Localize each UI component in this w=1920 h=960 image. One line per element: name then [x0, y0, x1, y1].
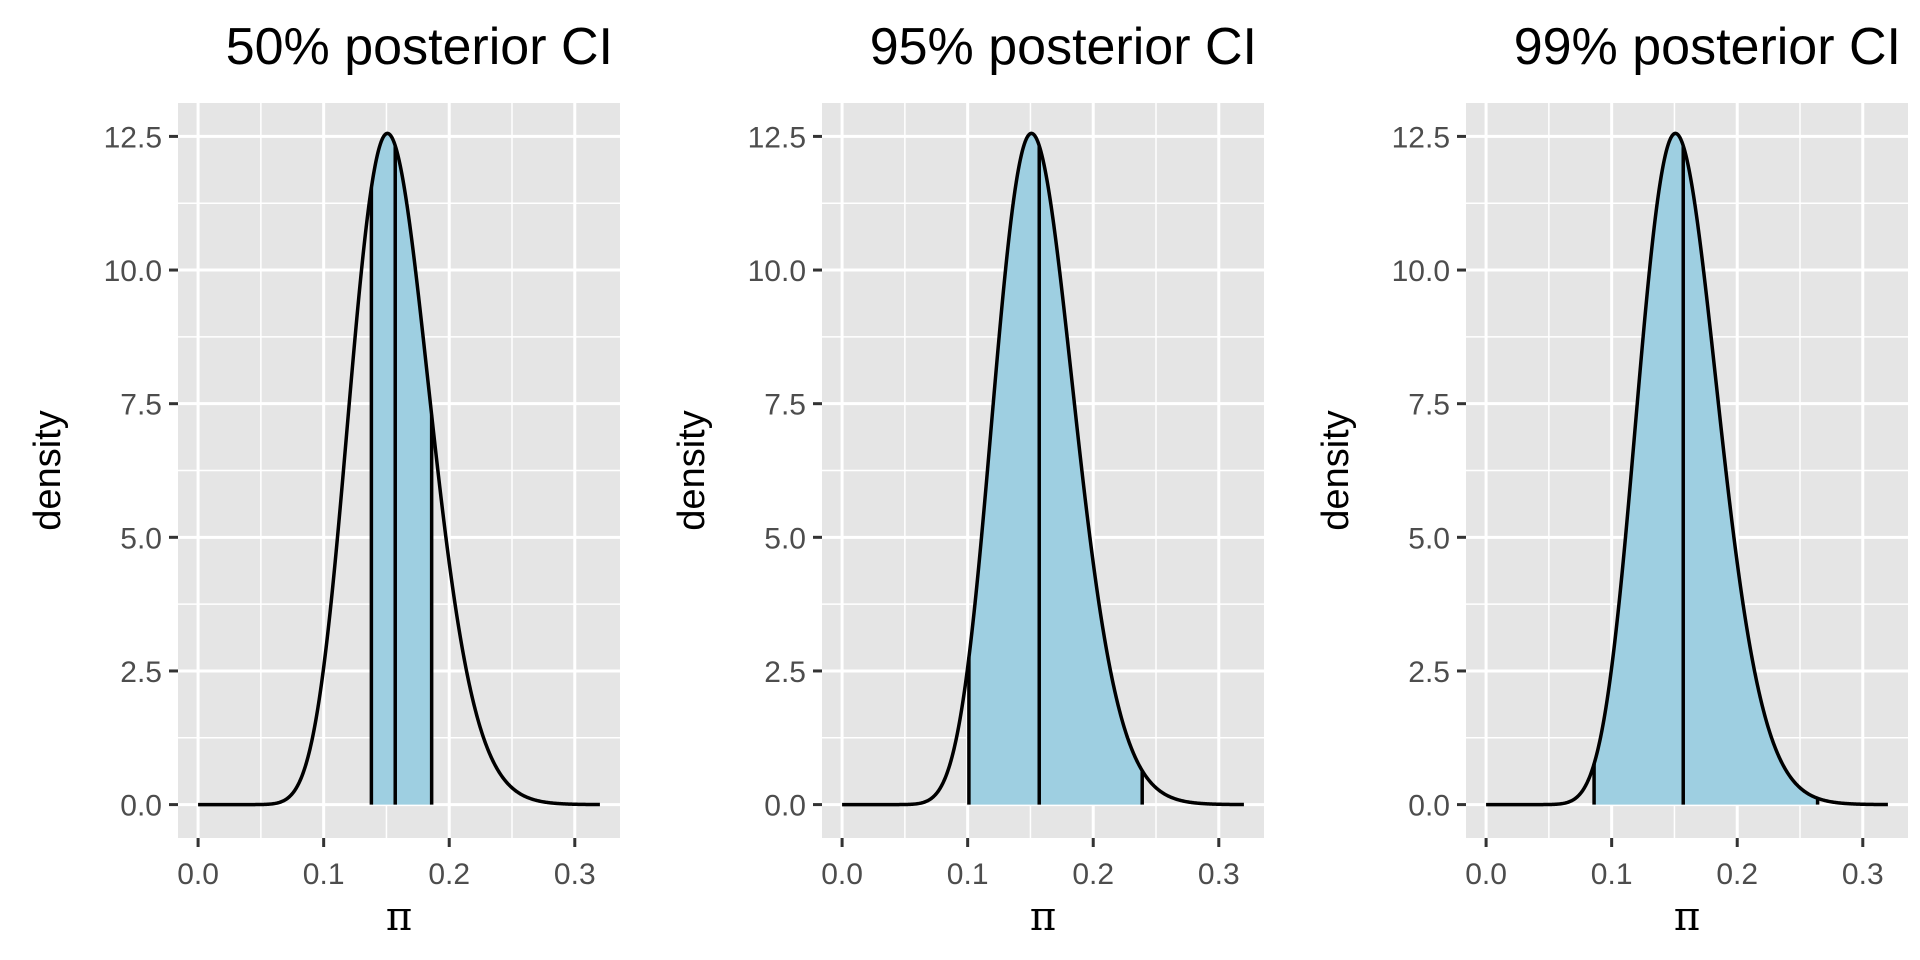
y-tick-label: 0.0 — [764, 790, 806, 823]
y-tick-label: 7.5 — [764, 389, 806, 422]
y-tick-label: 7.5 — [1408, 389, 1450, 422]
x-axis-title: π — [1674, 894, 1700, 940]
credible-interval-area — [1594, 133, 1818, 805]
x-tick-label: 0.1 — [303, 858, 345, 891]
y-tick-label: 7.5 — [120, 389, 162, 422]
y-tick-label: 12.5 — [748, 121, 806, 154]
y-axis-title: density — [27, 410, 69, 530]
x-tick-label: 0.2 — [1072, 858, 1114, 891]
chart-panel-2: 0.0 2.5 5.0 7.5 10.0 12.5 0.0 0.1 0.2 0.3 95% post… — [671, 18, 1264, 940]
y-tick-label: 5.0 — [764, 522, 806, 555]
y-tick-label: 2.5 — [764, 656, 806, 689]
y-tick-label: 2.5 — [1408, 656, 1450, 689]
y-tick-label: 10.0 — [104, 255, 162, 288]
chart-title: 99% posterior CI — [1514, 18, 1901, 76]
x-tick-label: 0.0 — [1465, 858, 1507, 891]
x-tick-label: 0.3 — [554, 858, 596, 891]
density-curve — [197, 131, 601, 807]
x-tick-label: 0.1 — [1591, 858, 1633, 891]
y-axis-title: density — [1315, 410, 1357, 530]
y-tick-label: 12.5 — [1392, 121, 1450, 154]
y-tick-label: 0.0 — [1408, 790, 1450, 823]
y-tick-label: 10.0 — [1392, 255, 1450, 288]
x-axis-title: π — [386, 894, 412, 940]
credible-interval-area — [968, 133, 1143, 805]
y-tick-label: 12.5 — [104, 121, 162, 154]
chart-title: 50% posterior CI — [226, 18, 613, 76]
density-curve — [841, 131, 1245, 807]
x-tick-label: 0.0 — [821, 858, 863, 891]
x-tick-label: 0.2 — [428, 858, 470, 891]
y-tick-label: 2.5 — [120, 656, 162, 689]
chart-panel-1: 0.0 2.5 5.0 7.5 10.0 12.5 0.0 0.1 0.2 0.3 50% post… — [27, 18, 620, 940]
x-tick-label: 0.0 — [177, 858, 219, 891]
y-tick-label: 5.0 — [120, 522, 162, 555]
x-tick-label: 0.1 — [947, 858, 989, 891]
x-tick-label: 0.3 — [1842, 858, 1884, 891]
x-tick-label: 0.3 — [1198, 858, 1240, 891]
credible-interval-area — [371, 133, 432, 805]
y-tick-label: 5.0 — [1408, 522, 1450, 555]
chart-panel-3: 0.0 2.5 5.0 7.5 10.0 12.5 0.0 0.1 0.2 0.3 99% post… — [1315, 18, 1908, 940]
density-curve — [1485, 131, 1889, 807]
x-axis-title: π — [1030, 894, 1056, 940]
x-tick-label: 0.2 — [1716, 858, 1758, 891]
chart-title: 95% posterior CI — [870, 18, 1257, 76]
y-axis-title: density — [671, 410, 713, 530]
y-tick-label: 10.0 — [748, 255, 806, 288]
y-tick-label: 0.0 — [120, 790, 162, 823]
